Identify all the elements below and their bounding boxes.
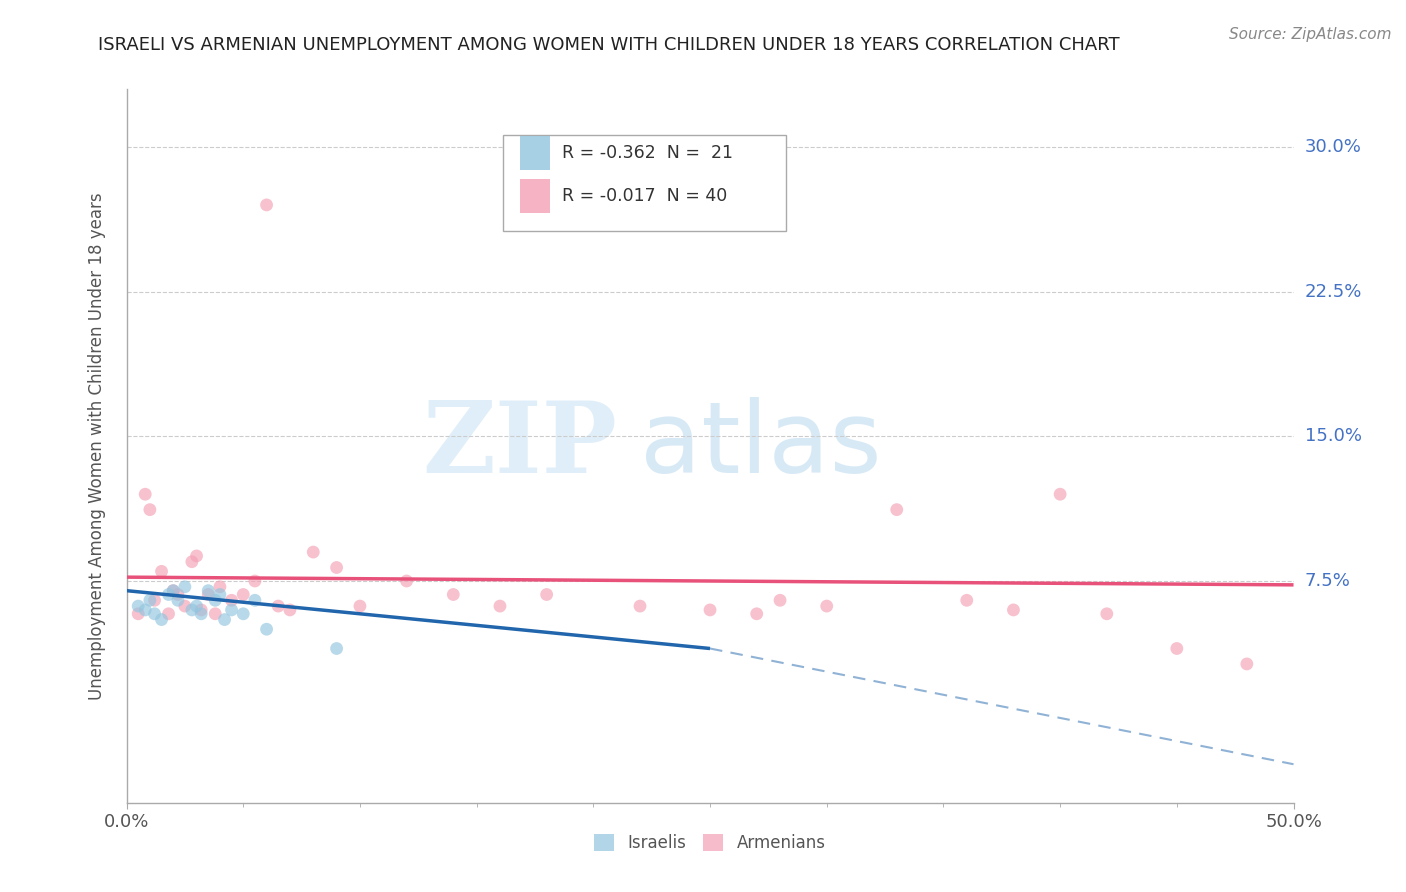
Point bbox=[886, 502, 908, 516]
Point bbox=[745, 607, 768, 621]
Point bbox=[232, 587, 254, 601]
Point bbox=[441, 587, 464, 601]
Point bbox=[186, 599, 208, 613]
Point bbox=[1049, 487, 1071, 501]
Point bbox=[190, 603, 212, 617]
Point bbox=[1166, 641, 1188, 656]
Point bbox=[221, 593, 243, 607]
Point bbox=[349, 599, 371, 613]
Point bbox=[699, 603, 721, 617]
Point bbox=[134, 487, 156, 501]
Point bbox=[143, 607, 166, 621]
Point bbox=[167, 587, 190, 601]
Text: ISRAELI VS ARMENIAN UNEMPLOYMENT AMONG WOMEN WITH CHILDREN UNDER 18 YEARS CORREL: ISRAELI VS ARMENIAN UNEMPLOYMENT AMONG W… bbox=[98, 36, 1121, 54]
Point bbox=[214, 613, 236, 627]
Point bbox=[197, 587, 219, 601]
Point bbox=[197, 583, 219, 598]
Text: R = -0.017  N = 40: R = -0.017 N = 40 bbox=[562, 187, 727, 205]
Point bbox=[162, 583, 184, 598]
Point bbox=[204, 607, 226, 621]
Point bbox=[204, 593, 226, 607]
Text: R = -0.362  N =  21: R = -0.362 N = 21 bbox=[562, 145, 733, 162]
Text: 15.0%: 15.0% bbox=[1305, 427, 1361, 445]
Point bbox=[143, 593, 166, 607]
Point bbox=[243, 593, 266, 607]
Legend: Israelis, Armenians: Israelis, Armenians bbox=[588, 827, 832, 859]
Point bbox=[174, 580, 197, 594]
Point bbox=[256, 198, 278, 212]
Text: ZIP: ZIP bbox=[422, 398, 617, 494]
Point bbox=[769, 593, 792, 607]
Point bbox=[221, 603, 243, 617]
Point bbox=[127, 599, 149, 613]
Point bbox=[256, 622, 278, 636]
Point bbox=[956, 593, 979, 607]
Point bbox=[232, 607, 254, 621]
Text: 7.5%: 7.5% bbox=[1305, 572, 1351, 590]
Point bbox=[208, 580, 231, 594]
Point bbox=[302, 545, 325, 559]
Text: atlas: atlas bbox=[640, 398, 882, 494]
Point bbox=[127, 607, 149, 621]
Point bbox=[186, 549, 208, 563]
Point bbox=[190, 607, 212, 621]
Point bbox=[167, 593, 190, 607]
Point bbox=[134, 603, 156, 617]
Text: Source: ZipAtlas.com: Source: ZipAtlas.com bbox=[1229, 27, 1392, 42]
Point bbox=[139, 593, 162, 607]
Point bbox=[267, 599, 290, 613]
Point bbox=[325, 560, 347, 574]
Point bbox=[174, 599, 197, 613]
Point bbox=[243, 574, 266, 588]
Text: 30.0%: 30.0% bbox=[1305, 138, 1361, 156]
Point bbox=[815, 599, 838, 613]
Point bbox=[628, 599, 651, 613]
Point bbox=[536, 587, 558, 601]
Point bbox=[489, 599, 512, 613]
Point bbox=[208, 587, 231, 601]
Point bbox=[180, 603, 202, 617]
Point bbox=[395, 574, 418, 588]
Y-axis label: Unemployment Among Women with Children Under 18 years: Unemployment Among Women with Children U… bbox=[87, 192, 105, 700]
Point bbox=[1236, 657, 1258, 671]
Point bbox=[278, 603, 301, 617]
Point bbox=[325, 641, 347, 656]
Point bbox=[150, 565, 173, 579]
Point bbox=[139, 502, 162, 516]
Point bbox=[1002, 603, 1025, 617]
Point bbox=[150, 613, 173, 627]
Point bbox=[180, 555, 202, 569]
Point bbox=[162, 583, 184, 598]
Point bbox=[1095, 607, 1118, 621]
Point bbox=[157, 587, 180, 601]
Text: 22.5%: 22.5% bbox=[1305, 283, 1362, 301]
Point bbox=[157, 607, 180, 621]
